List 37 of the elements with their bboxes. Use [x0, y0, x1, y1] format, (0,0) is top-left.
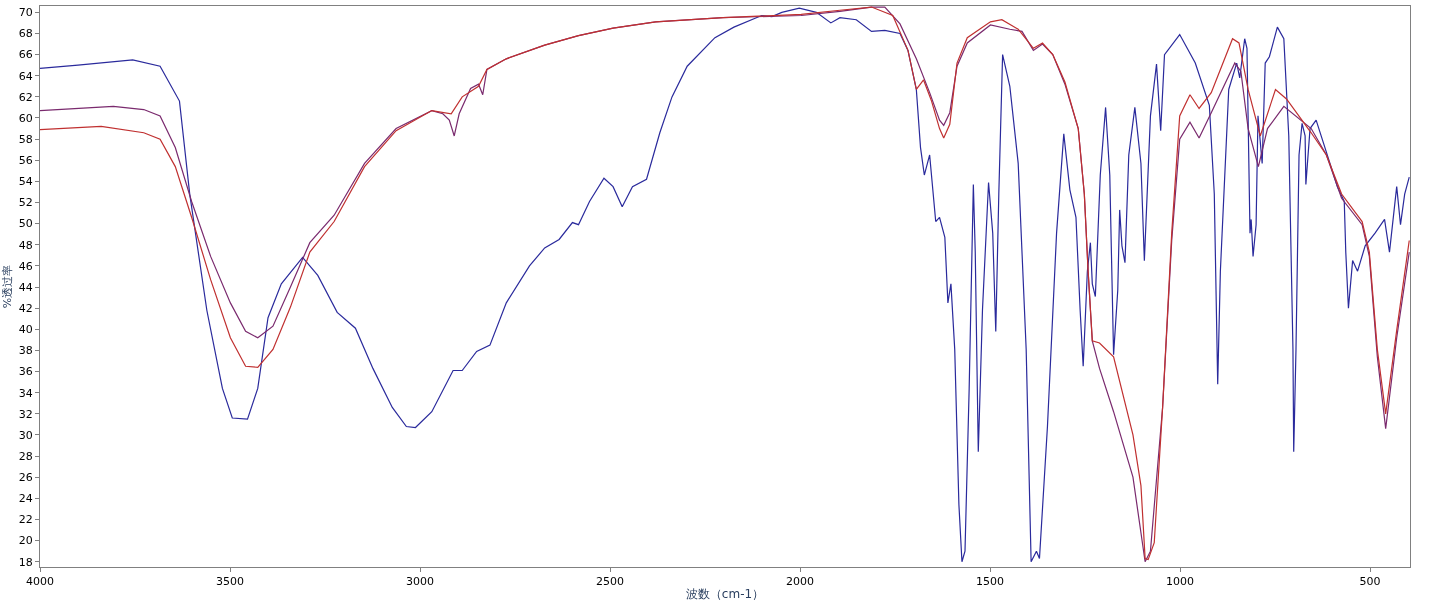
y-tick-label: 28	[18, 449, 33, 463]
y-tick-label: 46	[18, 259, 33, 273]
y-tick-label: 36	[18, 365, 33, 379]
y-tick-label: 44	[18, 280, 33, 294]
y-tick-label: 64	[18, 69, 33, 83]
y-tick-label: 34	[18, 386, 33, 400]
y-tick-label: 22	[18, 513, 33, 527]
y-tick-label: 70	[18, 6, 33, 20]
y-tick-label: 60	[18, 111, 33, 125]
y-tick-label: 48	[18, 238, 33, 252]
y-tick-label: 32	[18, 407, 33, 421]
x-tick-label: 500	[1359, 575, 1381, 589]
y-tick-label: 30	[18, 428, 33, 442]
y-tick-label: 68	[18, 27, 33, 41]
x-tick-label: 3500	[216, 575, 245, 589]
y-tick-label: 62	[18, 90, 33, 104]
y-tick-label: 50	[18, 217, 33, 231]
y-tick-label: 66	[18, 48, 33, 62]
x-tick-label: 3000	[406, 575, 435, 589]
y-tick-label: 42	[18, 302, 33, 316]
y-tick-label: 18	[18, 555, 33, 569]
x-axis-title: 波数（cm-1）	[685, 587, 765, 602]
y-tick-label: 58	[18, 132, 33, 146]
x-tick-label: 2000	[786, 575, 815, 589]
y-tick-label: 52	[18, 196, 33, 210]
y-tick-label: 56	[18, 154, 33, 168]
y-tick-label: 54	[18, 175, 33, 189]
y-tick-label: 24	[18, 492, 33, 506]
x-tick-label: 1000	[1166, 575, 1195, 589]
y-tick-label: 26	[18, 471, 33, 485]
x-tick-label: 4000	[26, 575, 54, 589]
x-tick-label: 2500	[596, 575, 625, 589]
y-tick-label: 38	[18, 344, 33, 358]
y-tick-label: 40	[18, 323, 33, 337]
x-tick-label: 1500	[976, 575, 1005, 589]
y-axis-title: %透过率	[1, 264, 15, 309]
y-tick-label: 20	[18, 534, 33, 548]
